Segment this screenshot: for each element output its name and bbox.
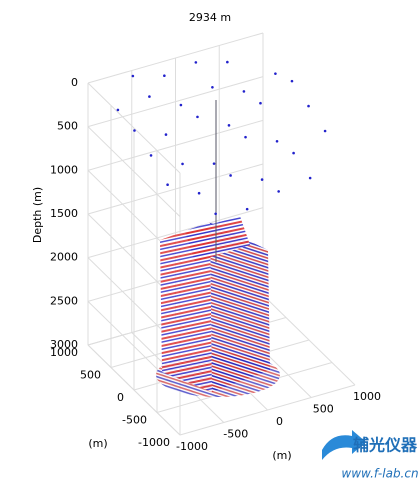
point [196,115,199,119]
point [212,162,216,165]
grid-line [87,163,264,215]
x-tick-label: -1000 [176,440,208,453]
z-tick-label: 1500 [50,207,78,220]
y-tick-label: -1000 [138,436,170,449]
point [181,162,184,166]
grid-line [179,384,356,436]
point [227,124,231,127]
grid-line [87,76,264,128]
point [307,104,310,108]
grid-line [87,126,181,218]
grid-line [87,119,264,171]
x-tick-label: 0 [276,415,283,428]
top-face [185,216,250,262]
point [166,183,169,187]
point [260,178,264,181]
grid-line [87,344,181,436]
point [149,154,153,157]
y-tick-label: 500 [80,369,101,382]
y-axis-label: (m) [88,437,107,450]
watermark: 辅光仪器 www.f-lab.cn [322,430,419,481]
z-tick-label: 1000 [50,163,78,176]
grid-line [87,32,264,84]
point [308,176,312,180]
point [245,207,249,211]
front-right-face [210,222,270,392]
point [194,61,198,64]
watermark-icon [322,430,366,460]
point [290,79,294,83]
point [259,101,262,105]
front-left-face [160,222,212,392]
y-tick-label: 0 [117,391,124,404]
z-tick-label: 2000 [50,251,78,264]
point [163,74,166,78]
point [164,133,168,136]
x-axis-label: (m) [272,449,291,462]
point [197,191,201,195]
z-tick-label: 3000 [50,338,78,351]
point [131,74,135,78]
points [116,60,327,216]
y-tick-label: -500 [122,414,147,427]
x-tick-label: 1000 [353,390,381,403]
point [226,60,229,64]
grid-line [87,207,264,259]
z-axis-label: Depth (m) [31,187,44,243]
point [292,151,295,155]
point [214,212,217,216]
x-tick-label: -500 [223,428,248,441]
z-tick-label: 500 [57,120,78,133]
chart-title: 2934 m [189,11,231,24]
z-tick-label: 0 [71,76,78,89]
point [211,86,214,89]
point [323,129,327,133]
point [116,108,120,112]
point [244,135,247,139]
x-tick-label: 500 [313,403,334,416]
grid-line [87,82,181,174]
point [274,72,277,75]
point [275,139,279,143]
watermark-url: www.f-lab.cn [341,467,418,481]
point [148,95,151,98]
y-tick-label: 1000 [50,346,78,359]
point [277,190,280,193]
z-tick-label: 2500 [50,294,78,307]
point [229,174,232,177]
point [179,103,183,107]
point [133,129,136,132]
seismic-volume [156,216,280,397]
point [242,90,246,93]
watermark-brand: 辅光仪器 [353,436,418,455]
